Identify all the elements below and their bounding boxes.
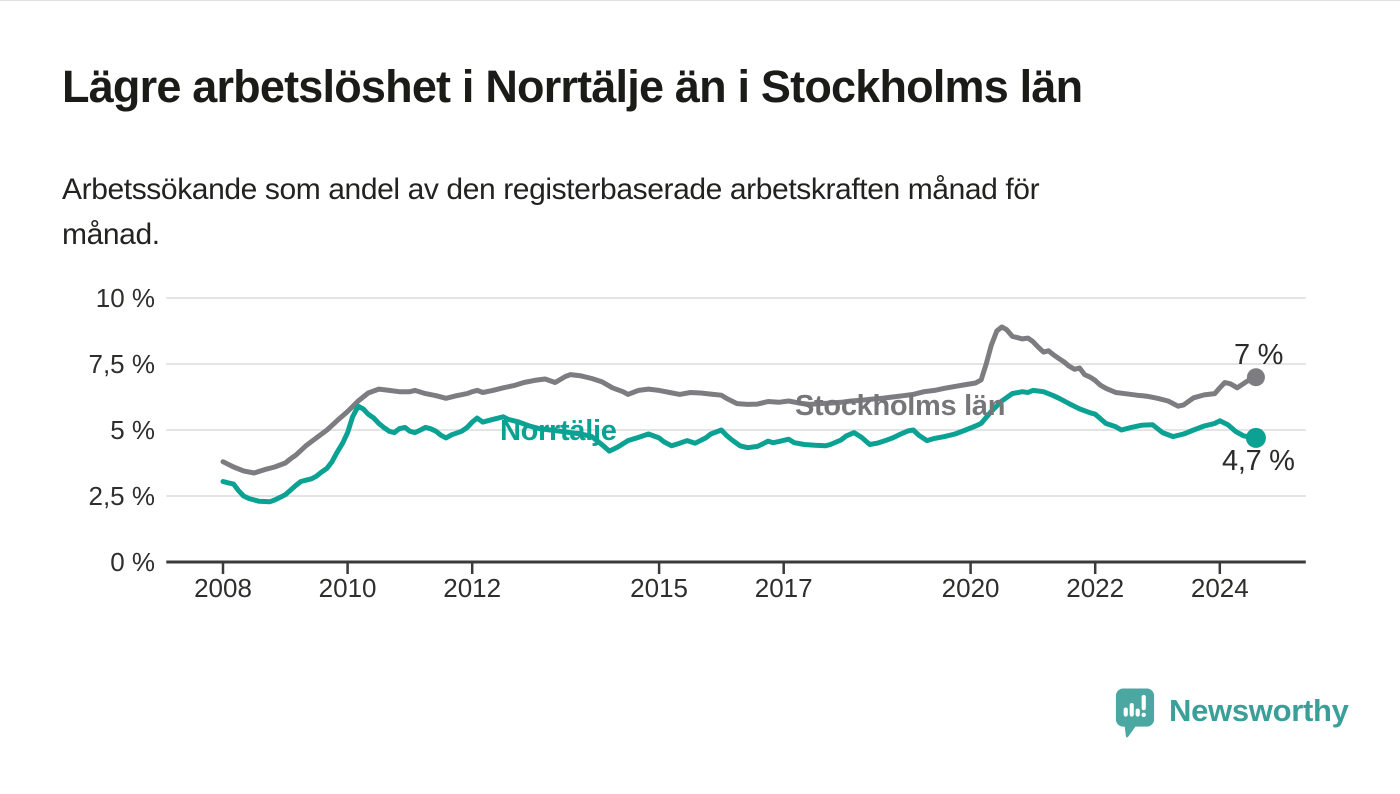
y-axis-tick-label: 0 %	[110, 547, 155, 577]
x-axis-tick-label: 2022	[1066, 573, 1124, 603]
bar-chart-glyph	[1123, 694, 1146, 717]
x-axis-tick-label: 2024	[1191, 573, 1249, 603]
series-end-dot	[1246, 368, 1265, 387]
x-axis-tick-label: 2017	[755, 573, 813, 603]
end-value-label-stockholms-lan: 7 %	[1234, 339, 1284, 371]
x-axis-tick-label: 2012	[443, 573, 501, 603]
x-axis-tick-label: 2008	[194, 573, 252, 603]
series-line	[220, 387, 1259, 505]
y-axis-tick-label: 2,5 %	[89, 481, 156, 511]
series-label-stockholms-lan: Stockholms län	[795, 390, 1006, 422]
page-subtitle: Arbetssökande som andel av den registerb…	[62, 167, 1302, 257]
y-axis-tick-label: 5 %	[110, 415, 155, 445]
end-value-label-norrtalje: 4,7 %	[1222, 445, 1295, 477]
subtitle-line-2: månad.	[62, 218, 160, 251]
page-title: Lägre arbetslöshet i Norrtälje än i Stoc…	[62, 61, 1083, 112]
y-axis-tick-label: 10 %	[96, 283, 155, 313]
newsworthy-logo-icon	[1115, 688, 1155, 738]
series-line	[220, 324, 1259, 476]
speech-bubble-shape	[1115, 688, 1155, 738]
newsworthy-logo: Newsworthy	[1115, 687, 1349, 739]
x-axis-tick-label: 2010	[319, 573, 377, 603]
series-label-norrtalje: Norrtälje	[500, 415, 617, 447]
subtitle-line-1: Arbetssökande som andel av den registerb…	[62, 173, 1040, 206]
newsworthy-logo-text: Newsworthy	[1169, 693, 1349, 728]
y-axis-tick-label: 7,5 %	[89, 349, 156, 379]
x-axis-tick-label: 2015	[630, 573, 688, 603]
x-axis-tick-label: 2020	[942, 573, 1000, 603]
series-end-dot	[1245, 427, 1266, 448]
